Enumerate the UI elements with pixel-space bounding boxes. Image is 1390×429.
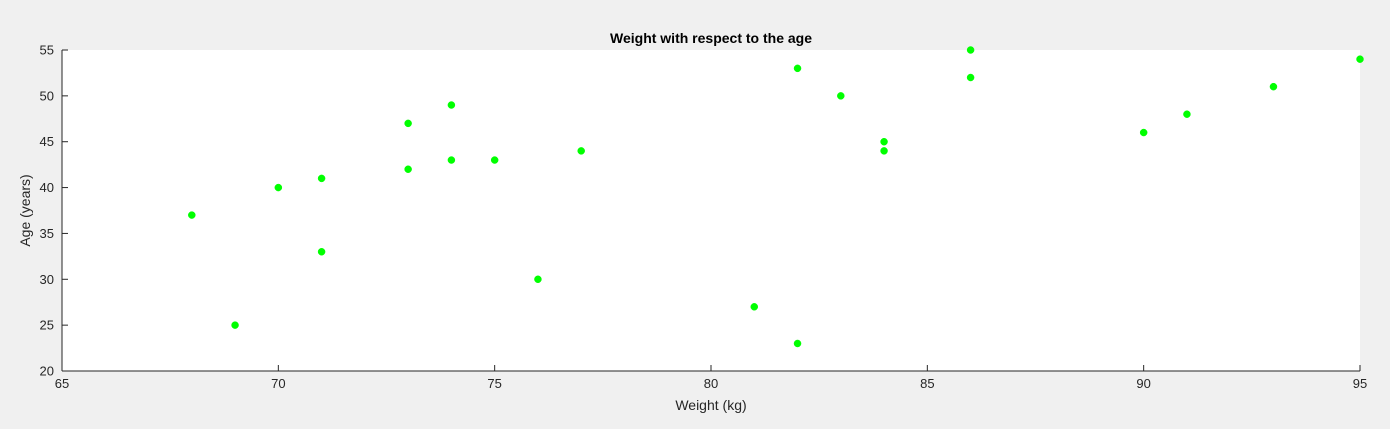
data-points [188, 46, 1364, 348]
data-point [534, 275, 542, 284]
y-tick-label: 20 [40, 364, 54, 379]
y-tick-label: 30 [40, 272, 54, 287]
x-tick-label: 95 [1353, 376, 1367, 391]
data-point [274, 183, 283, 192]
data-point [880, 137, 888, 146]
data-point [880, 147, 888, 155]
ticks: 65 70 75 80 85 90 95 20 25 30 35 40 45 50 55 [40, 43, 1368, 392]
data-point [447, 156, 456, 164]
data-point [750, 303, 759, 311]
data-point [1356, 55, 1364, 63]
chart-title: Weight with respect to the age [610, 30, 812, 46]
y-tick-label: 35 [40, 226, 54, 241]
x-tick-label: 90 [1136, 376, 1150, 391]
data-point [317, 174, 326, 183]
data-point [966, 73, 975, 82]
y-tick-label: 25 [40, 318, 54, 333]
x-tick-label: 70 [271, 376, 285, 391]
x-tick-label: 65 [55, 376, 69, 391]
data-point [231, 321, 239, 329]
y-tick-label: 55 [40, 43, 54, 58]
data-point [793, 64, 802, 73]
x-axis-label: Weight (kg) [675, 397, 746, 413]
data-point [577, 147, 585, 155]
data-point [837, 92, 845, 100]
data-point [404, 165, 412, 173]
data-point [188, 211, 196, 219]
y-tick-label: 50 [40, 88, 54, 103]
x-tick-label: 85 [920, 376, 934, 391]
x-tick-label: 75 [487, 376, 501, 391]
plot-area [62, 50, 1360, 371]
data-point [966, 46, 975, 54]
data-point [1139, 128, 1148, 137]
y-axis-label: Age (years) [17, 174, 33, 246]
data-point [317, 248, 326, 256]
x-tick-label: 80 [704, 376, 718, 391]
data-point [1183, 110, 1191, 118]
y-tick-label: 40 [40, 180, 54, 195]
data-point [490, 156, 499, 164]
data-point [1269, 82, 1278, 91]
data-point [404, 119, 412, 128]
y-tick-label: 45 [40, 134, 54, 149]
data-point [447, 101, 456, 109]
data-point [793, 339, 802, 348]
